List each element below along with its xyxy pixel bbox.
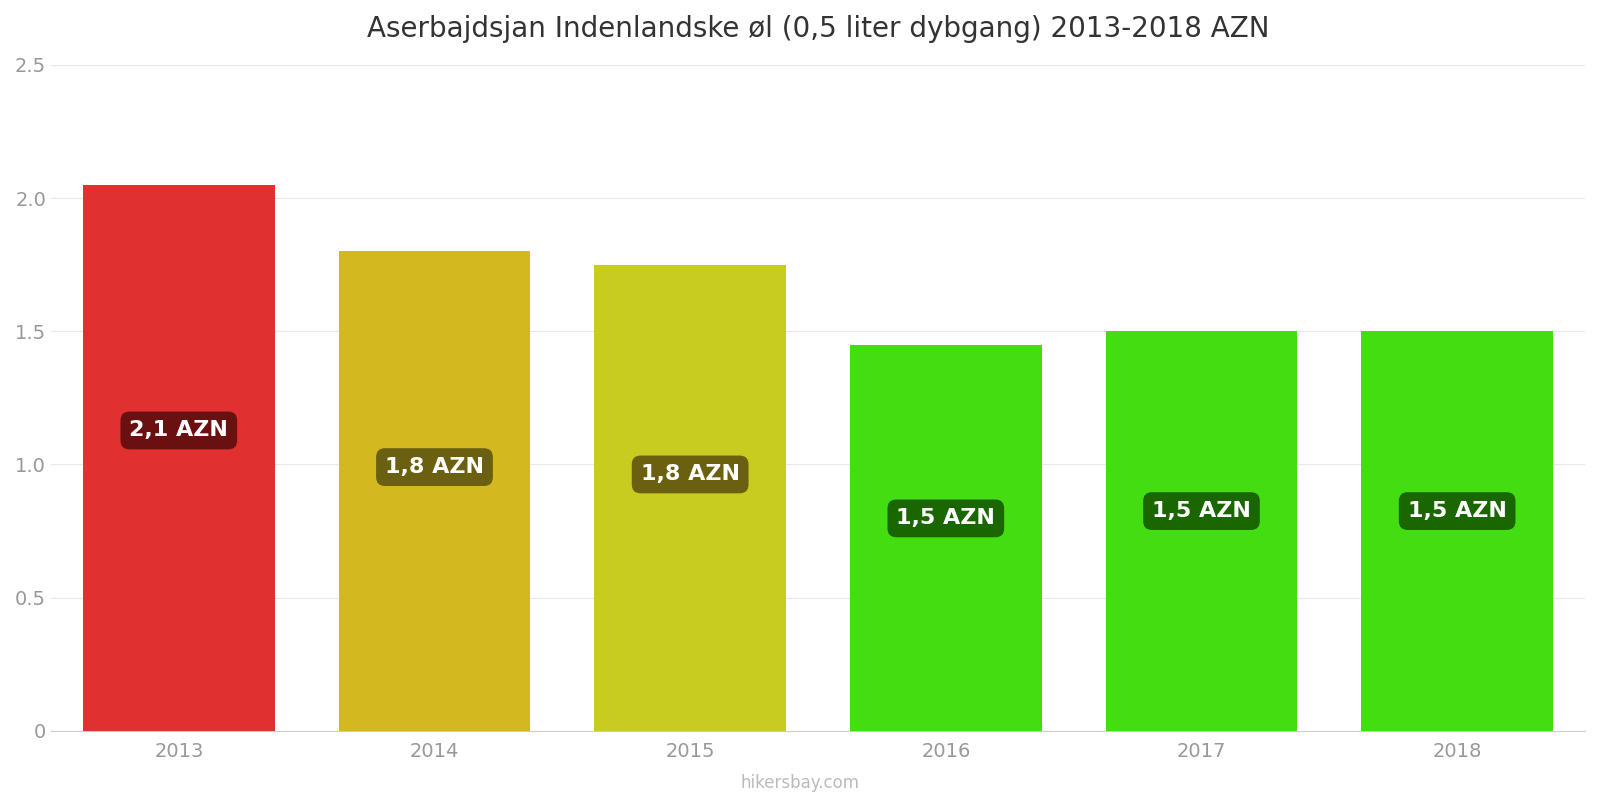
Bar [1106,331,1298,731]
Bar [850,345,1042,731]
Text: 1,8 AZN: 1,8 AZN [386,457,483,477]
Text: 1,5 AZN: 1,5 AZN [896,508,995,528]
Text: 2,1 AZN: 2,1 AZN [130,421,229,441]
Text: hikersbay.com: hikersbay.com [741,774,859,792]
Text: 1,5 AZN: 1,5 AZN [1408,501,1507,521]
Text: 1,8 AZN: 1,8 AZN [640,465,739,485]
Bar [1362,331,1554,731]
Bar [339,251,530,731]
Bar [594,265,786,731]
Bar [83,185,275,731]
Text: 1,5 AZN: 1,5 AZN [1152,501,1251,521]
Title: Aserbajdsjan Indenlandske øl (0,5 liter dybgang) 2013-2018 AZN: Aserbajdsjan Indenlandske øl (0,5 liter … [366,15,1269,43]
